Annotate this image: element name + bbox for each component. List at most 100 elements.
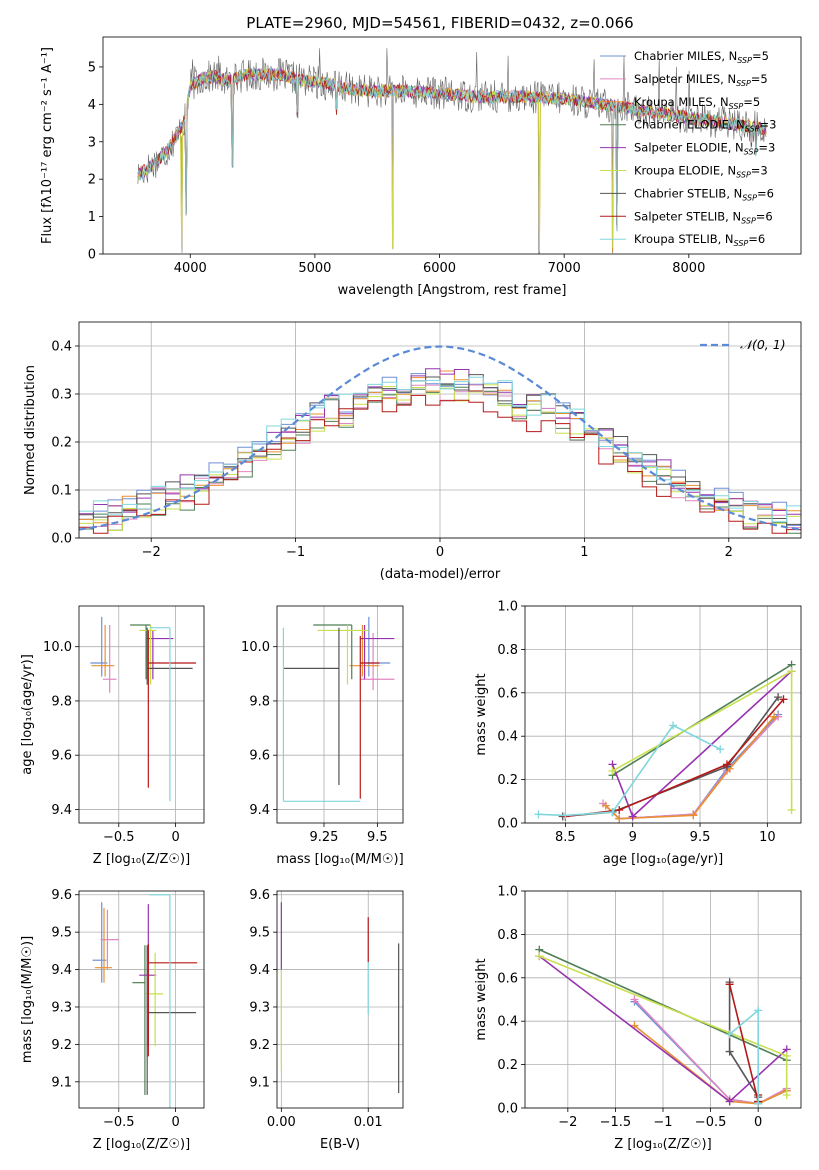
- y-tick-label: 0: [88, 248, 96, 263]
- y-axis-label: mass [log₁₀(M/M☉)]: [20, 936, 35, 1063]
- weight-marker: [754, 1099, 763, 1108]
- y-tick-label: 0.2: [497, 1058, 518, 1073]
- y-axis-label: mass weight: [474, 673, 489, 755]
- y-axis-label: Flux [fλ10⁻¹⁷ erg cm⁻² s⁻¹ A⁻¹]: [40, 47, 55, 244]
- x-tick-label: 9.25: [310, 830, 339, 845]
- plot-area: [92, 894, 198, 1108]
- errorbar-salpeter_elodie: [360, 624, 395, 680]
- weight-marker: [779, 695, 788, 704]
- y-tick-label: 9.5: [249, 926, 270, 941]
- y-tick-label: 9.1: [249, 1075, 270, 1090]
- y-tick-label: 9.2: [51, 1038, 72, 1053]
- x-tick-label: 9.5: [690, 830, 711, 845]
- weight-marker: [782, 1051, 791, 1060]
- x-axis-label: mass [log₁₀(M/M☉)]: [276, 852, 403, 867]
- spectrum-axes: 4000 5000 6000 7000 8000 0 1 2 3 4 5 wavelength [An…: [40, 36, 802, 298]
- x-tick-label: 8000: [672, 261, 705, 276]
- plot-area: [280, 902, 400, 1094]
- weight-line-chabrier_elodie: [612, 663, 793, 776]
- x-tick-label: −0.5: [695, 1115, 727, 1130]
- histogram-kroupa_stelib: [79, 376, 801, 538]
- y-tick-label: 0.4: [497, 730, 518, 745]
- axes-frame: [102, 36, 802, 255]
- errorbar-chabrier_elodie: [130, 624, 151, 680]
- y-tick-label: 10.0: [241, 640, 270, 655]
- x-tick-label: 7000: [548, 261, 581, 276]
- axes-frame: [78, 890, 205, 1109]
- legend-entry: Chabrier MILES, NSSP=5: [634, 49, 769, 65]
- legend-entry: Kroupa ELODIE, NSSP=3: [634, 164, 768, 180]
- y-tick-label: 9.4: [249, 963, 270, 978]
- x-axis-label: Z [log₁₀(Z/Z☉)]: [614, 1137, 711, 1152]
- axes-frame: [276, 605, 404, 824]
- y-tick-label: 9.6: [249, 749, 270, 764]
- errorbar-chabrier_stelib: [283, 627, 340, 786]
- plot-area: [90, 616, 197, 802]
- legend-entry: Salpeter ELODIE, NSSP=3: [634, 141, 775, 157]
- x-tick-label: 4000: [174, 261, 207, 276]
- weight-marker: [669, 721, 678, 730]
- x-tick-label: −2: [558, 1115, 577, 1130]
- x-axis-label: E(B-V): [320, 1137, 360, 1152]
- y-tick-label: 9.6: [249, 888, 270, 903]
- errorbar-kroupa_elodie: [317, 624, 369, 685]
- x-tick-label: −0.5: [103, 830, 135, 845]
- residual-histogram-axes: −2 −1 0 1 2 0.0 0.1 0.2 0.3 0.4 (data-model)/error…: [23, 321, 802, 582]
- y-tick-label: 9.8: [51, 694, 72, 709]
- y-tick-label: 9.6: [51, 888, 72, 903]
- x-tick-label: 0: [171, 830, 179, 845]
- y-tick-label: 0.0: [497, 817, 518, 832]
- x-tick-label: 6000: [423, 261, 456, 276]
- x-axis-label: age [log₁₀(age/yr)]: [603, 852, 724, 867]
- x-tick-label: −1: [653, 1115, 672, 1130]
- weight-marker: [725, 1030, 734, 1039]
- x-tick-label: −0.5: [103, 1115, 135, 1130]
- weight-marker: [787, 805, 796, 814]
- weight-marker: [787, 667, 796, 676]
- axes-frame: [276, 890, 404, 1109]
- weight-marker: [689, 811, 698, 820]
- y-tick-label: 10.0: [43, 640, 72, 655]
- weight-marker: [782, 1090, 791, 1099]
- x-tick-label: −1: [286, 545, 305, 560]
- weight-line-chabrier_stelib: [562, 696, 779, 818]
- y-tick-label: 1.0: [497, 600, 518, 615]
- weight-marker: [630, 995, 639, 1004]
- y-tick-label: 1: [88, 210, 96, 225]
- x-tick-label: 0: [171, 1115, 179, 1130]
- y-axis-label: age [log₁₀(age/yr)]: [20, 654, 35, 775]
- weight-marker: [754, 1006, 763, 1015]
- weight-vs-metallicity-axes: −2 −1.5 −1 −0.5 0 0.0 0.2 0.4 0.6 0.8 1.0 Z [log₁₀(…: [474, 885, 802, 1152]
- legend-entry: Salpeter STELIB, NSSP=6: [634, 209, 773, 225]
- x-axis-label: wavelength [Angstrom, rest frame]: [338, 283, 567, 298]
- plot-area: [535, 945, 791, 1108]
- histogram-chabrier_stelib: [79, 374, 801, 538]
- histogram-salpeter_stelib: [79, 394, 801, 538]
- legend-entry: Chabrier STELIB, NSSP=6: [634, 186, 774, 202]
- x-axis-label: Z [log₁₀(Z/Z☉)]: [93, 852, 190, 867]
- weight-marker: [774, 693, 783, 702]
- weight-line-chabrier_elodie: [538, 948, 788, 1062]
- y-tick-label: 0.4: [51, 340, 72, 355]
- weight-line-salpeter_stelib: [565, 698, 785, 818]
- y-tick-label: 5: [88, 60, 96, 75]
- x-axis-label: Z [log₁₀(Z/Z☉)]: [93, 1137, 190, 1152]
- errorbar-salpeter_miles: [102, 624, 117, 693]
- errorbar-kroupa_stelib: [282, 627, 361, 802]
- weight-marker: [615, 814, 624, 823]
- x-tick-label: 2: [725, 545, 733, 560]
- mass-vs-ebv-axes: 0.00 0.01 9.1 9.2 9.3 9.4 9.5 9.6 E(B-V): [249, 888, 404, 1152]
- errorbar-kroupa_stelib: [149, 627, 171, 802]
- x-tick-label: 8.5: [555, 830, 576, 845]
- y-tick-label: 9.8: [249, 694, 270, 709]
- x-tick-label: 0.00: [267, 1115, 296, 1130]
- y-tick-label: 0.3: [51, 388, 72, 403]
- x-tick-label: 9.5: [367, 830, 388, 845]
- y-tick-label: 0.6: [497, 686, 518, 701]
- y-axis-label: Normed distribution: [23, 365, 38, 495]
- y-tick-label: 9.4: [51, 963, 72, 978]
- weight-marker: [725, 1097, 734, 1106]
- y-tick-label: 9.2: [249, 1038, 270, 1053]
- age-vs-metallicity-axes: −0.5 0 9.4 9.6 9.8 10.0 Z [log₁₀(Z/Z☉)] age [lo…: [20, 605, 205, 867]
- legend-entry: Kroupa STELIB, NSSP=6: [634, 232, 765, 248]
